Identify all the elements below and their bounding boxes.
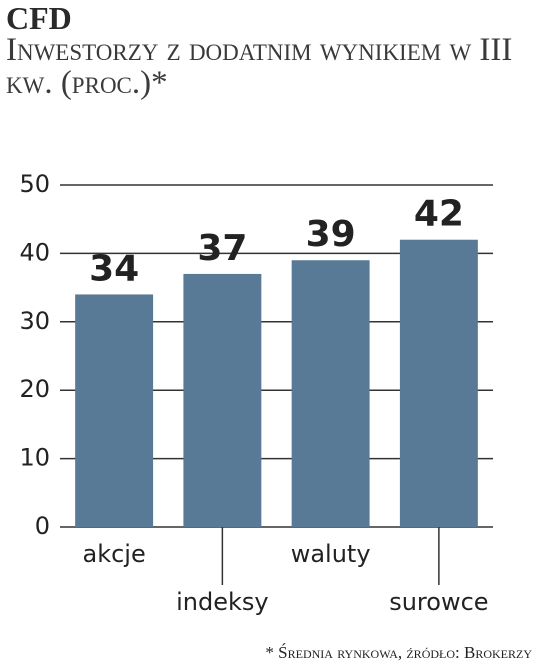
data-label: 39 bbox=[306, 214, 356, 255]
x-tick-label: waluty bbox=[291, 540, 371, 568]
y-tick-label: 50 bbox=[19, 170, 50, 198]
data-label: 34 bbox=[89, 248, 139, 289]
chart-subtitle: Inwestorzy z dodatnim wynikiem w III kw.… bbox=[6, 32, 513, 101]
y-tick-label: 30 bbox=[19, 307, 50, 335]
bar bbox=[291, 260, 370, 527]
x-tick-label: akcje bbox=[83, 540, 146, 568]
y-tick-label: 0 bbox=[35, 512, 50, 540]
chart-title: CFD bbox=[6, 0, 72, 36]
y-tick-label: 10 bbox=[19, 444, 50, 472]
bar bbox=[183, 273, 262, 527]
footnote: * Średnia rynkowa, źródło: Brokerzy bbox=[265, 643, 532, 662]
bar bbox=[399, 239, 478, 527]
data-label: 37 bbox=[197, 228, 247, 269]
y-tick-label: 20 bbox=[19, 375, 50, 403]
bar bbox=[75, 294, 154, 527]
data-label: 42 bbox=[414, 194, 464, 235]
x-tick-label: indeksy bbox=[176, 588, 268, 616]
y-tick-label: 40 bbox=[19, 238, 50, 266]
x-tick-label: surowce bbox=[389, 588, 488, 616]
